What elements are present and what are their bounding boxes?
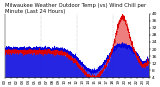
Text: Milwaukee Weather Outdoor Temp (vs) Wind Chill per Minute (Last 24 Hours): Milwaukee Weather Outdoor Temp (vs) Wind… xyxy=(5,3,146,14)
